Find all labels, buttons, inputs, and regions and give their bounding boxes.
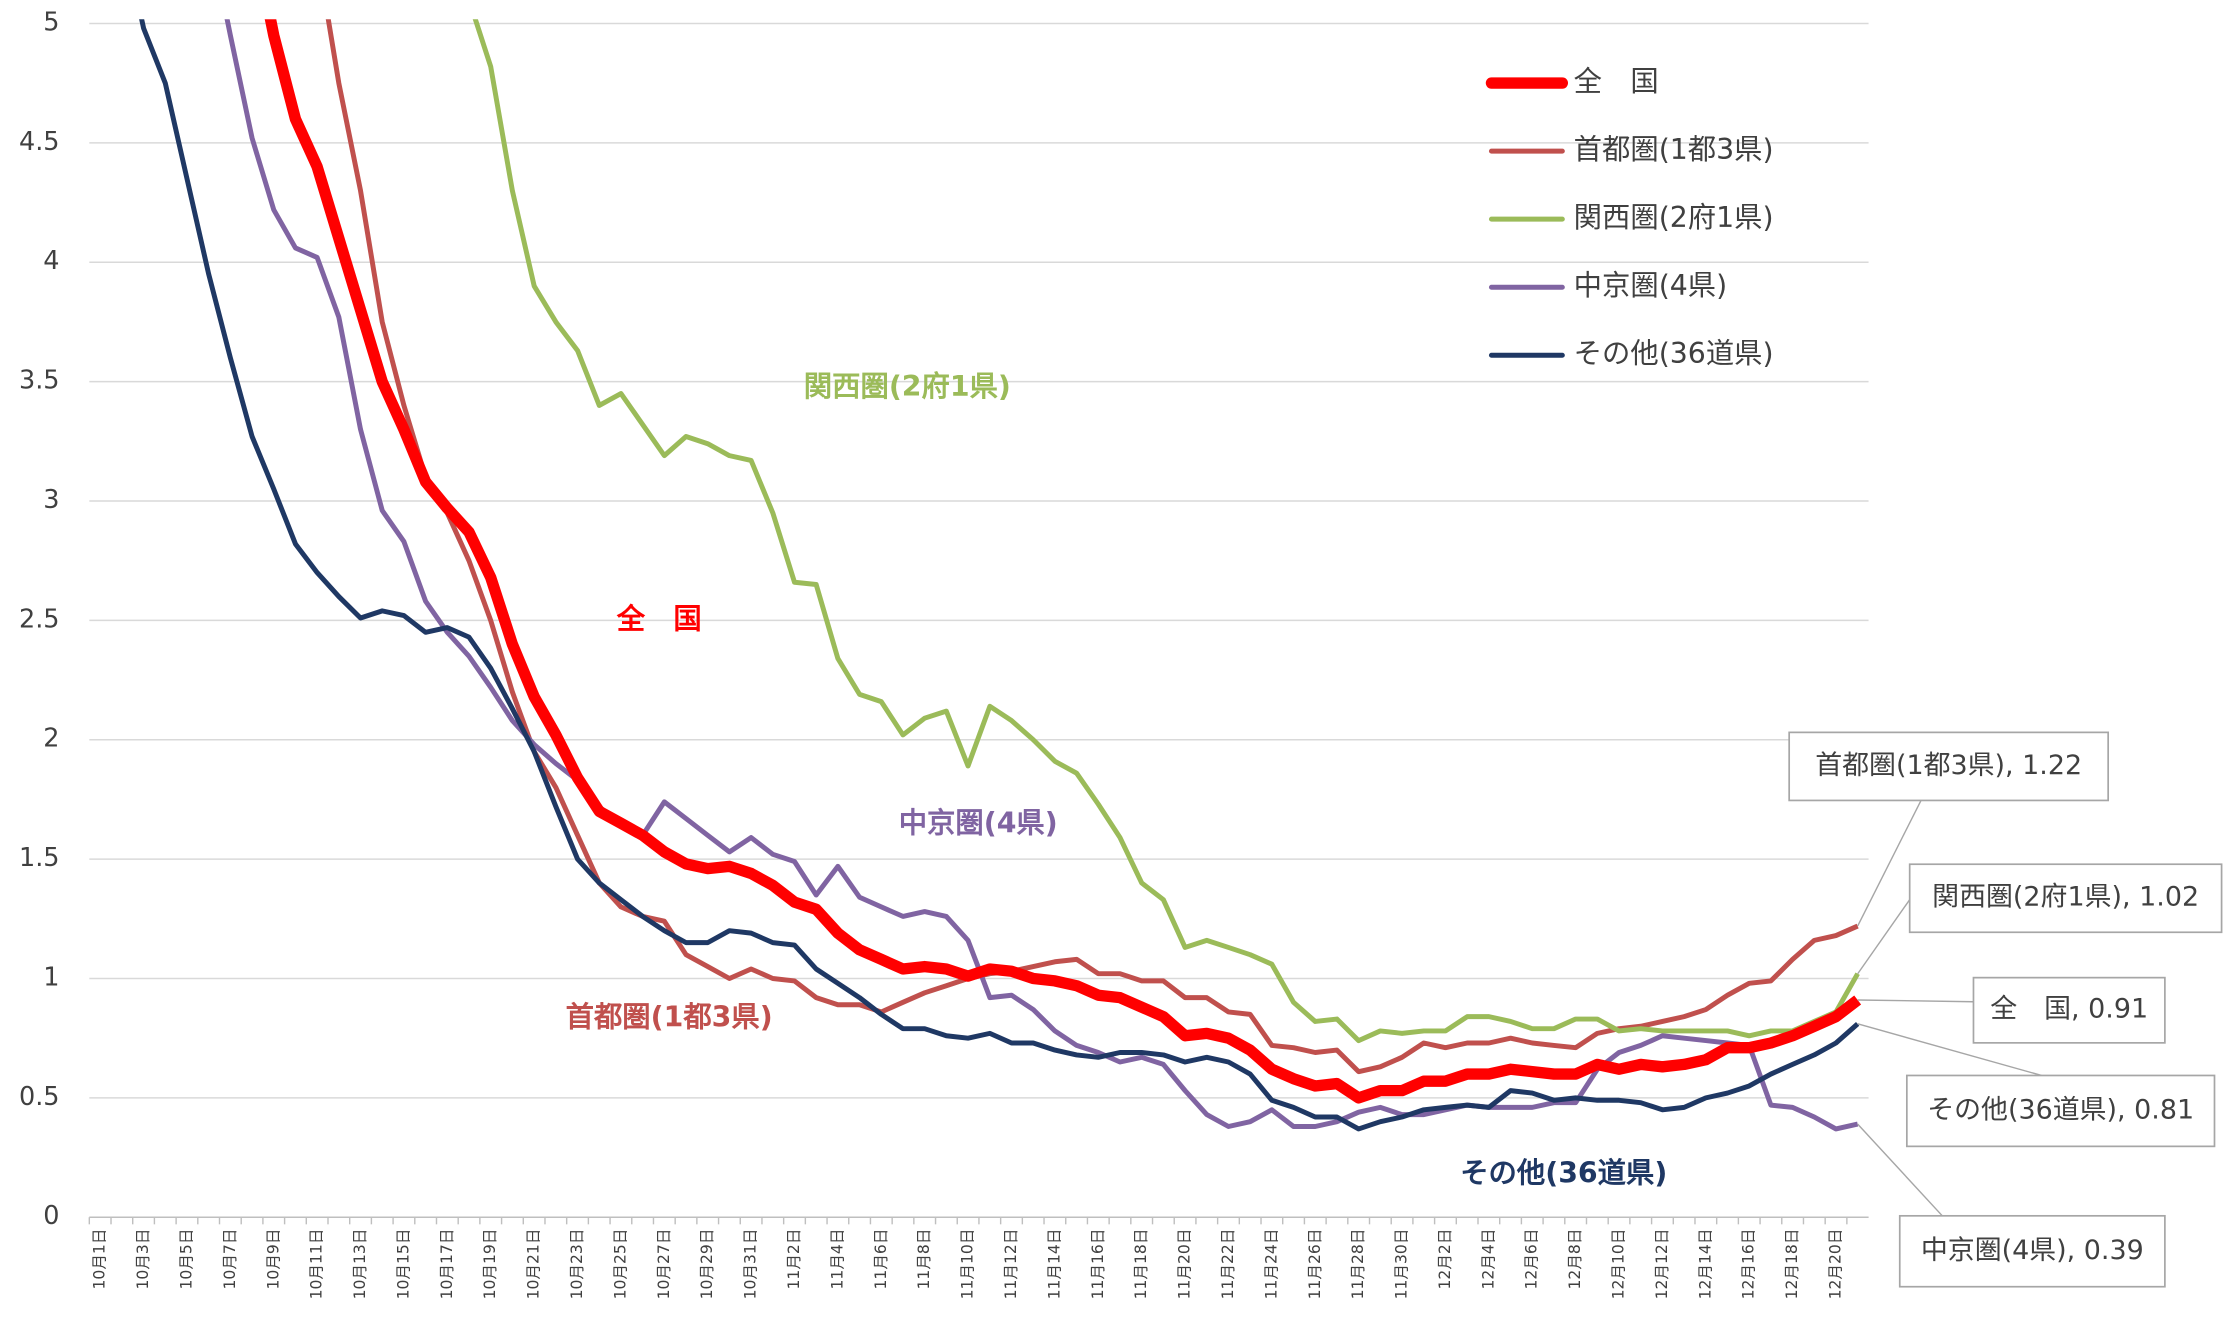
x-tick-label: 12月8日 — [1566, 1229, 1584, 1290]
x-tick-label: 11月4日 — [828, 1229, 846, 1290]
x-tick-label: 12月18日 — [1783, 1229, 1801, 1300]
leader-line — [1857, 999, 1974, 1003]
x-tick-label: 12月20日 — [1827, 1229, 1845, 1300]
x-tick-label: 12月14日 — [1696, 1229, 1714, 1300]
x-tick-label: 11月26日 — [1306, 1229, 1324, 1300]
y-tick-label: 4.5 — [19, 127, 60, 157]
x-tick-label: 11月8日 — [915, 1229, 933, 1290]
data-label: 関西圏(2府1県), 1.02 — [1932, 882, 2199, 913]
x-tick-label: 11月14日 — [1045, 1229, 1063, 1300]
x-tick-label: 11月22日 — [1219, 1229, 1237, 1300]
x-tick-label: 11月18日 — [1132, 1229, 1150, 1300]
x-tick-label: 11月20日 — [1176, 1229, 1194, 1300]
legend-label: 全 国 — [1574, 65, 1659, 98]
legend-label: 関西圏(2府1県) — [1574, 201, 1774, 234]
x-tick-label: 11月28日 — [1349, 1229, 1367, 1300]
annotation: その他(36道県) — [1460, 1157, 1667, 1190]
label-box — [1898, 1214, 2166, 1288]
annotation: 中京圏(4県) — [899, 807, 1058, 840]
x-tick-label: 10月1日 — [91, 1229, 109, 1290]
x-tick-label: 11月6日 — [872, 1229, 890, 1290]
y-tick-label: 3.5 — [19, 366, 60, 396]
leader-line — [1857, 1123, 1943, 1217]
y-tick-label: 1 — [43, 962, 59, 992]
x-tick-label: 11月16日 — [1089, 1229, 1107, 1300]
x-tick-label: 10月31日 — [742, 1229, 760, 1300]
x-tick-label: 11月2日 — [785, 1229, 803, 1290]
x-tick-label: 11月30日 — [1393, 1229, 1411, 1300]
x-tick-label: 10月15日 — [394, 1229, 412, 1300]
y-tick-label: 0 — [43, 1201, 59, 1231]
y-tick-label: 2.5 — [19, 604, 60, 634]
x-tick-label: 10月9日 — [264, 1229, 282, 1290]
x-tick-label: 11月12日 — [1002, 1229, 1020, 1300]
x-tick-label: 10月3日 — [134, 1229, 152, 1290]
data-label: 全 国, 0.91 — [1990, 994, 2148, 1025]
legend-label: 中京圏(4県) — [1574, 269, 1728, 302]
x-tick-label: 10月27日 — [655, 1229, 673, 1300]
y-tick-label: 3 — [43, 485, 59, 515]
x-tick-label: 10月11日 — [308, 1229, 326, 1300]
x-tick-label: 12月12日 — [1653, 1229, 1671, 1300]
label-box — [1788, 731, 2110, 802]
legend-label: その他(36道県) — [1574, 337, 1774, 370]
x-tick-label: 10月5日 — [177, 1229, 195, 1290]
data-label: 首都圏(1都3県), 1.22 — [1815, 750, 2082, 781]
y-tick-label: 0.5 — [19, 1082, 60, 1112]
x-tick-label: 10月17日 — [438, 1229, 456, 1300]
y-tick-label: 4 — [43, 246, 59, 276]
x-tick-label: 12月4日 — [1479, 1229, 1497, 1290]
annotation: 首都圏(1都3県) — [566, 1001, 773, 1034]
x-tick-label: 10月13日 — [351, 1229, 369, 1300]
x-tick-label: 10月23日 — [568, 1229, 586, 1300]
x-tick-label: 10月19日 — [481, 1229, 499, 1300]
x-tick-label: 12月16日 — [1740, 1229, 1758, 1300]
x-tick-label: 10月21日 — [525, 1229, 543, 1300]
label-box — [1908, 863, 2223, 934]
annotation: 全 国 — [616, 602, 702, 635]
series-line — [224, 19, 1859, 1132]
label-box — [1972, 976, 2166, 1044]
y-tick-label: 2 — [43, 724, 59, 754]
x-tick-label: 10月25日 — [611, 1229, 629, 1300]
y-tick-label: 1.5 — [19, 843, 60, 873]
y-tick-label: 5 — [43, 8, 59, 38]
x-tick-label: 12月2日 — [1436, 1229, 1454, 1290]
data-label: 中京圏(4県), 0.39 — [1921, 1235, 2144, 1266]
leader-line — [1857, 800, 1922, 927]
legend-label: 首都圏(1都3県) — [1574, 133, 1774, 166]
leader-line — [1857, 899, 1911, 975]
x-tick-label: 11月24日 — [1262, 1229, 1280, 1300]
leader-line — [1857, 1023, 2042, 1077]
x-tick-label: 12月6日 — [1523, 1229, 1541, 1290]
x-tick-label: 10月29日 — [698, 1229, 716, 1300]
x-tick-label: 11月10日 — [959, 1229, 977, 1300]
annotation: 関西圏(2府1県) — [804, 370, 1011, 403]
x-tick-label: 12月10日 — [1610, 1229, 1628, 1300]
series-line — [472, 19, 1860, 1044]
series-line — [264, 19, 1862, 1104]
label-box — [1905, 1074, 2216, 1148]
data-label: その他(36道県), 0.81 — [1927, 1094, 2194, 1125]
series-line — [139, 19, 1860, 1132]
x-tick-label: 10月7日 — [221, 1229, 239, 1290]
